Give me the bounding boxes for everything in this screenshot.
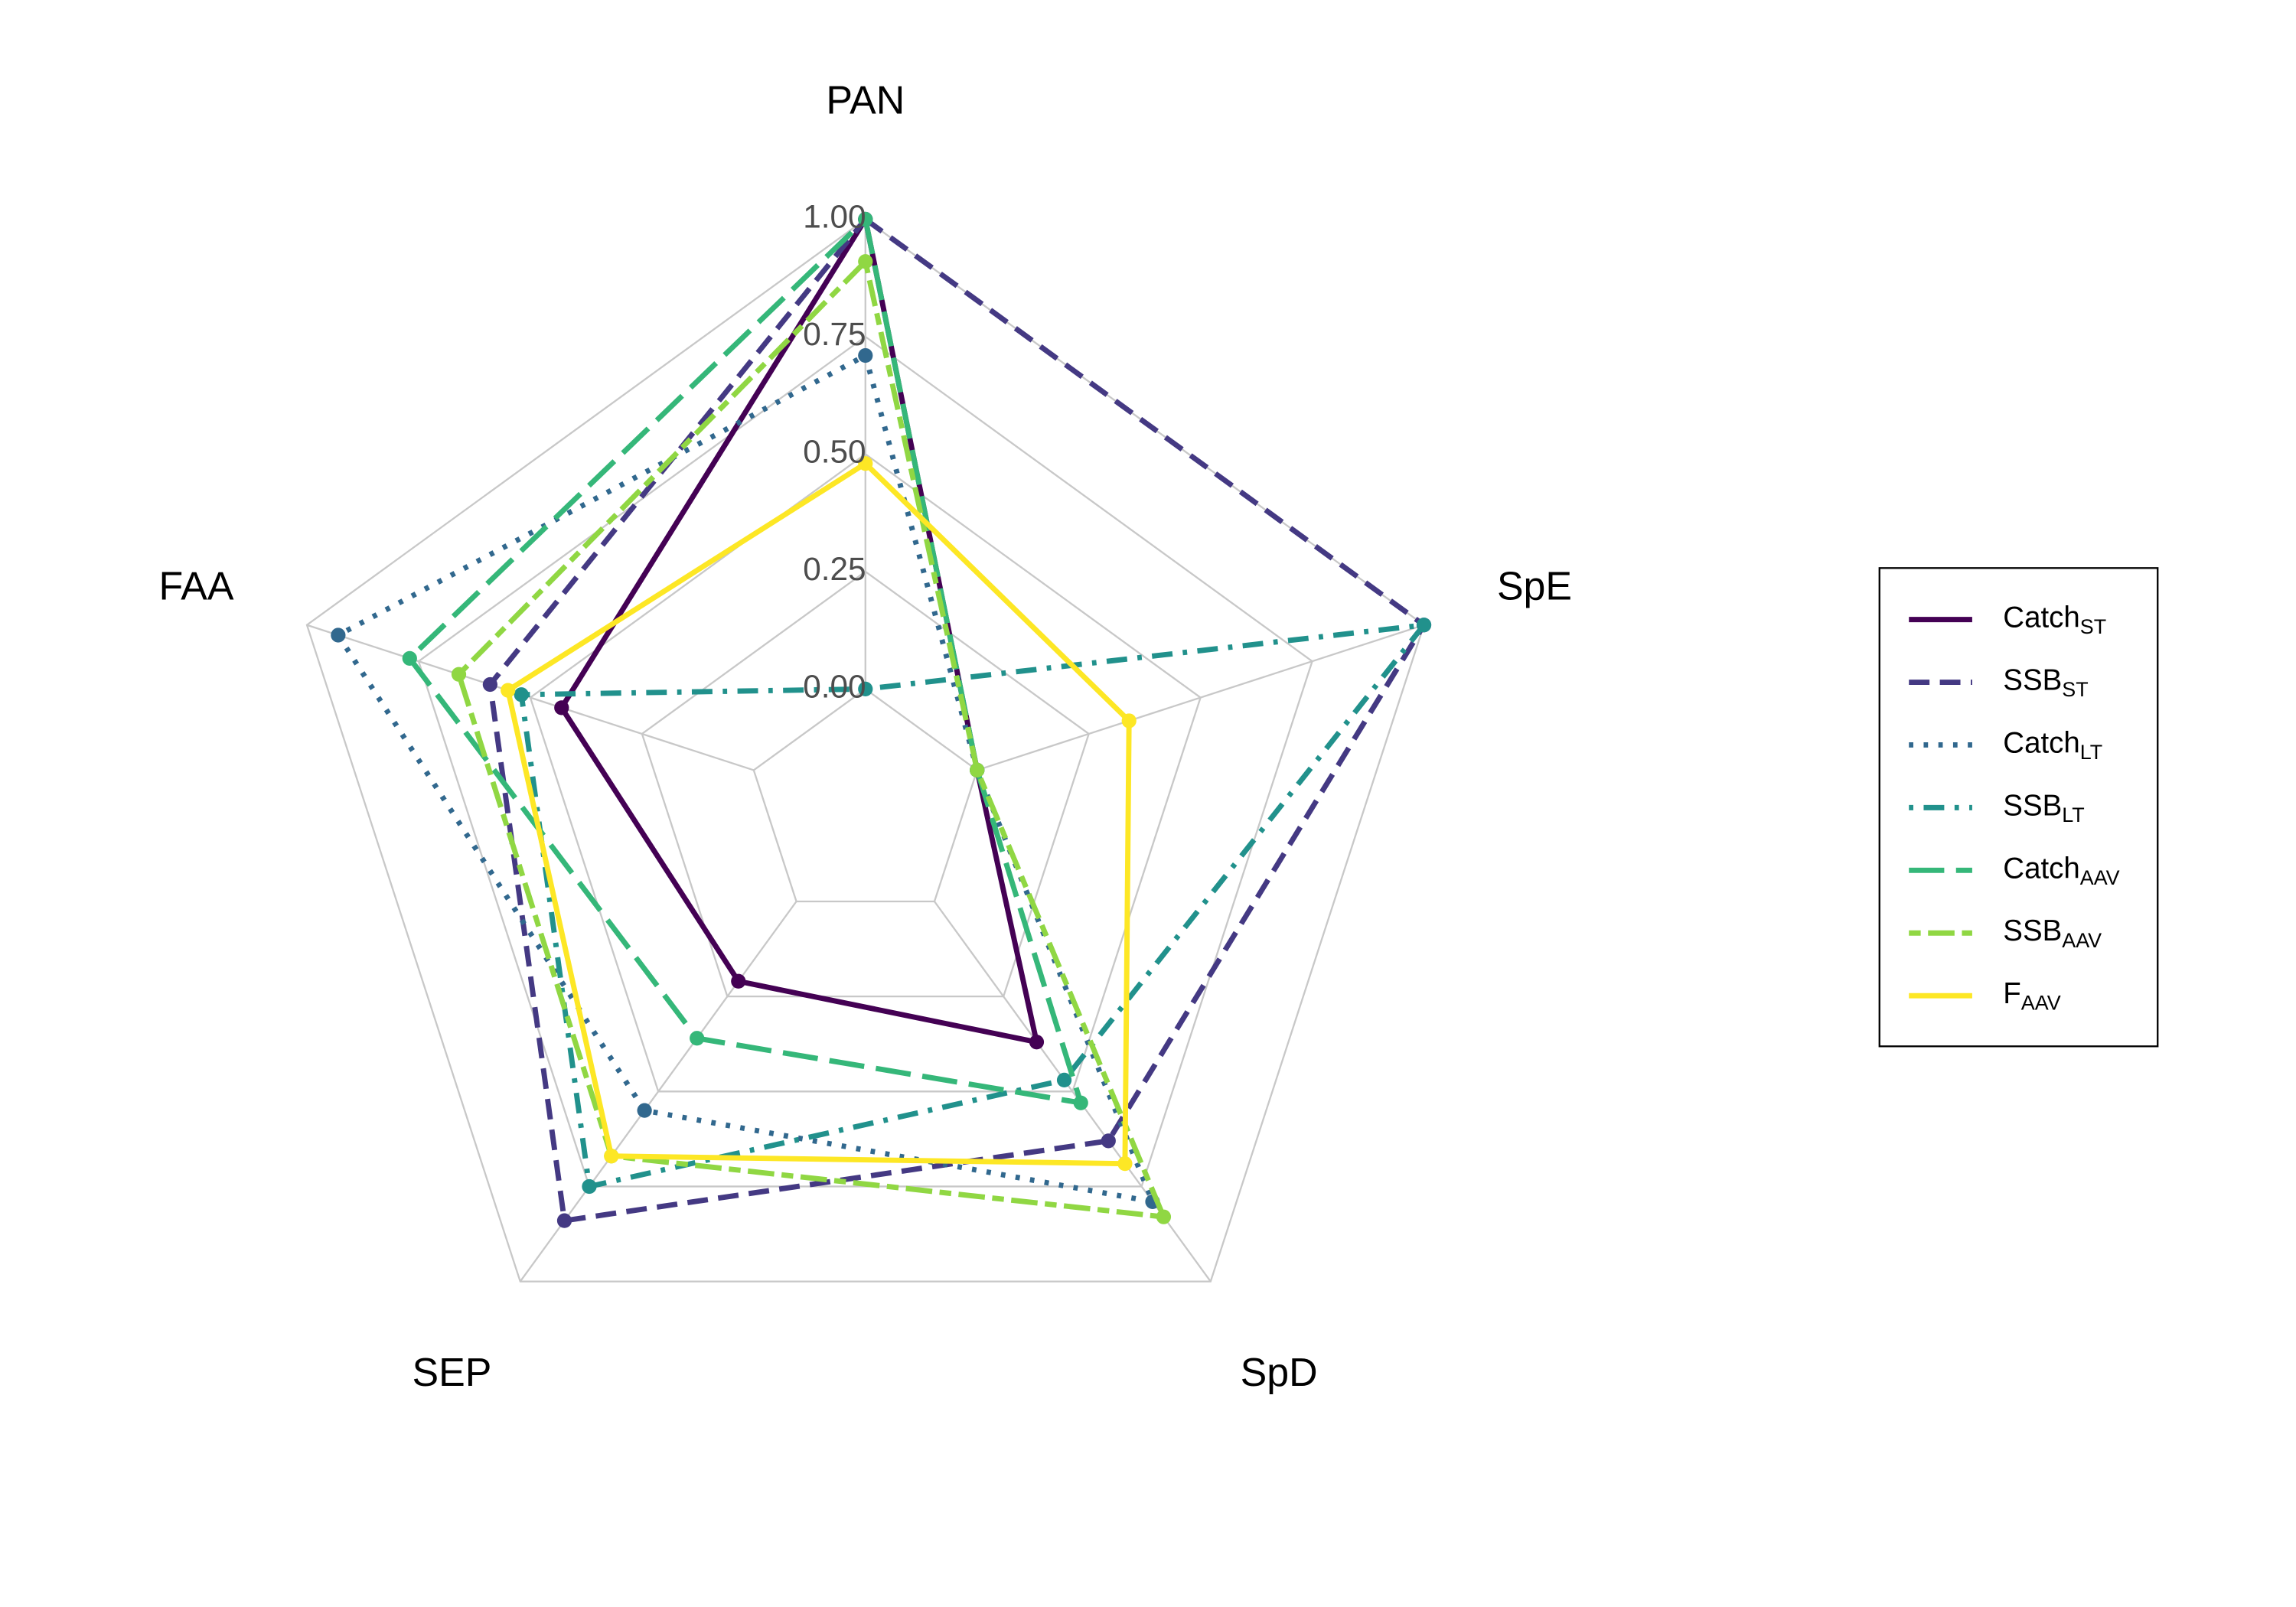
data-point <box>556 1213 572 1228</box>
spoke <box>306 624 755 771</box>
legend-label: FAAV <box>2003 977 2060 1014</box>
axis-label: SEP <box>413 1351 492 1395</box>
legend-label: SSBAAV <box>2003 914 2102 951</box>
legend-subscript: AAV <box>2080 866 2120 889</box>
data-point <box>1156 1209 1172 1224</box>
legend-name: SSB <box>2003 914 2062 947</box>
data-point <box>970 762 985 778</box>
legend-name: Catch <box>2003 727 2079 760</box>
legend-label: SSBLT <box>2003 790 2084 826</box>
data-point <box>858 681 873 696</box>
legend-label: CatchAAV <box>2003 852 2119 888</box>
tick-label: 1.00 <box>803 199 866 235</box>
legend-name: F <box>2003 977 2021 1010</box>
data-point <box>637 1103 652 1118</box>
data-point <box>690 1031 705 1046</box>
axis-label: PAN <box>826 78 905 122</box>
legend-label: CatchST <box>2003 601 2106 638</box>
data-point <box>858 456 873 471</box>
legend-subscript: ST <box>2080 615 2106 638</box>
series-line <box>487 217 1427 1224</box>
axis-label: SpE <box>1497 565 1572 609</box>
legend-name: SSB <box>2003 790 2062 823</box>
data-point <box>554 700 569 715</box>
legend-subscript: LT <box>2080 741 2102 764</box>
spoke <box>977 624 1424 771</box>
tick-label: 0.00 <box>803 669 866 705</box>
grid-ring <box>529 453 1202 1093</box>
data-point <box>1416 618 1432 633</box>
series-line <box>505 461 1132 1167</box>
data-point <box>482 676 497 693</box>
series-line <box>335 353 1156 1204</box>
legend-subscript: AAV <box>2021 992 2061 1015</box>
axis-label: SpD <box>1241 1351 1318 1395</box>
legend-subscript: AAV <box>2062 929 2102 952</box>
data-point <box>858 347 873 363</box>
legend-label: CatchLT <box>2003 727 2102 764</box>
data-point <box>1029 1035 1045 1050</box>
data-point <box>582 1178 597 1195</box>
data-point <box>731 973 746 989</box>
data-point <box>858 211 873 227</box>
legend-name: Catch <box>2003 601 2079 634</box>
tick-label: 0.75 <box>803 316 866 352</box>
series-line <box>456 259 1166 1220</box>
legend-subscript: ST <box>2062 678 2088 701</box>
data-point <box>858 254 873 269</box>
grid-ring <box>752 687 979 903</box>
data-point <box>331 627 346 643</box>
data-point <box>501 683 516 698</box>
series-line <box>518 622 1427 1189</box>
grid-ring <box>641 570 1091 998</box>
data-point <box>1073 1095 1088 1110</box>
data-point <box>402 650 417 666</box>
data-point <box>451 667 467 682</box>
tick-label: 0.25 <box>803 551 866 587</box>
data-point <box>604 1149 619 1164</box>
tick-label: 0.50 <box>803 434 866 470</box>
data-point <box>1101 1133 1116 1149</box>
data-point <box>514 687 529 702</box>
series-line <box>406 217 1084 1106</box>
legend-name: SSB <box>2003 664 2062 697</box>
legend-name: Catch <box>2003 852 2079 885</box>
legend-subscript: LT <box>2062 804 2084 826</box>
data-point <box>1117 1156 1133 1172</box>
legend-label: SSBST <box>2003 664 2088 701</box>
data-point <box>1121 713 1137 729</box>
data-point <box>1056 1072 1072 1088</box>
axis-label: FAA <box>158 565 233 609</box>
